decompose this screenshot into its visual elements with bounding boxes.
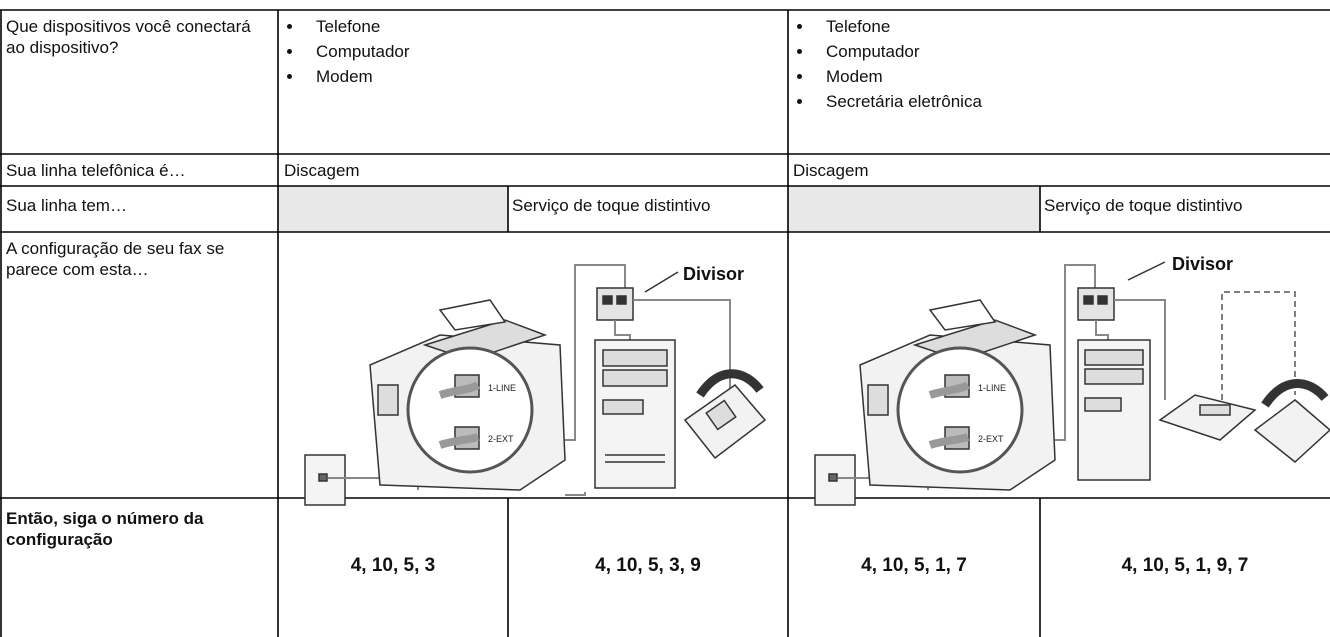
splitter-label: Divisor bbox=[683, 264, 744, 284]
list-item: Computador bbox=[814, 39, 982, 64]
row-label: A configuração de seu fax se parece com … bbox=[6, 239, 225, 279]
port-label: 2-EXT bbox=[978, 434, 1004, 444]
list-item: Computador bbox=[304, 39, 410, 64]
setup-numbers: 4, 10, 5, 3, 9 bbox=[595, 555, 701, 576]
list-item: Telefone bbox=[304, 14, 410, 39]
row-label: Sua linha tem… bbox=[6, 196, 127, 215]
list-item: Modem bbox=[304, 64, 410, 89]
telephone bbox=[1253, 379, 1330, 463]
list-item: Modem bbox=[814, 64, 982, 89]
setup-numbers: 4, 10, 5, 1, 9, 7 bbox=[1121, 555, 1249, 576]
cell-text: Discagem bbox=[284, 161, 360, 180]
setup-numbers: 4, 10, 5, 3 bbox=[350, 555, 436, 576]
cell-text: Discagem bbox=[793, 161, 869, 180]
telephone bbox=[683, 369, 767, 460]
list-item: Telefone bbox=[814, 14, 982, 39]
device-list: Telefone Computador Modem bbox=[272, 14, 410, 89]
row-label: Sua linha telefônica é… bbox=[6, 161, 186, 180]
port-label: 2-EXT bbox=[488, 434, 514, 444]
computer bbox=[594, 339, 676, 489]
row-label: Que dispositivos você conectará ao dispo… bbox=[6, 17, 251, 57]
grid-lines bbox=[0, 9, 1330, 637]
setup-diagram: 1-LINE 2-EXT Divisor bbox=[304, 264, 767, 506]
splitter bbox=[596, 287, 634, 321]
device-list: Telefone Computador Modem Secretária ele… bbox=[782, 14, 982, 114]
setup-numbers: 4, 10, 5, 1, 7 bbox=[861, 555, 967, 576]
list-item: Secretária eletrônica bbox=[814, 89, 982, 114]
splitter bbox=[1077, 287, 1115, 321]
splitter-label: Divisor bbox=[1172, 254, 1233, 274]
port-zoom bbox=[406, 346, 534, 474]
computer bbox=[1077, 339, 1151, 481]
row-label: Então, siga o número da configuração bbox=[6, 509, 204, 549]
answering-machine bbox=[1158, 394, 1257, 441]
cell-text: Serviço de toque distintivo bbox=[1044, 196, 1243, 215]
port-label: 1-LINE bbox=[978, 383, 1006, 393]
cell-text: Serviço de toque distintivo bbox=[512, 196, 711, 215]
port-zoom bbox=[896, 346, 1024, 474]
gray-cells bbox=[278, 186, 1040, 232]
setup-diagram: 1-LINE 2-EXT Divisor bbox=[814, 254, 1330, 506]
port-label: 1-LINE bbox=[488, 383, 516, 393]
